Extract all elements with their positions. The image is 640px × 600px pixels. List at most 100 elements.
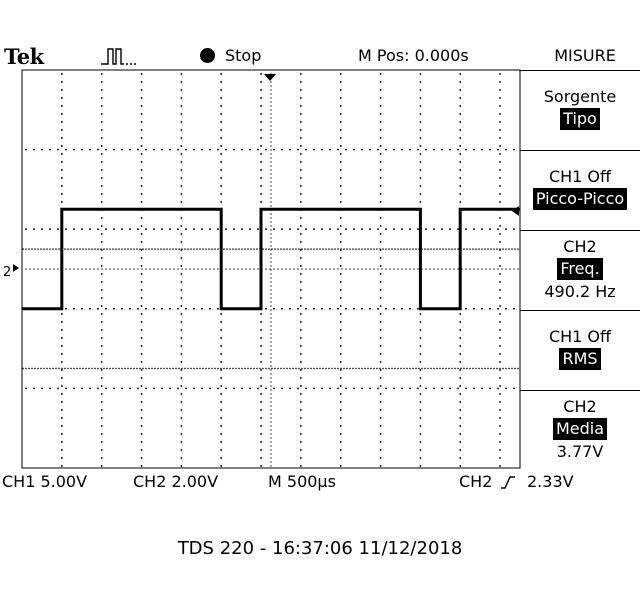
grid-dot xyxy=(140,417,143,419)
grid-dot xyxy=(305,308,307,310)
grid-dot xyxy=(233,387,235,390)
grid-dot xyxy=(505,228,507,230)
reference-level-dot xyxy=(94,367,96,370)
axis-tick xyxy=(329,268,331,270)
grid-dot xyxy=(300,225,302,227)
axis-tick xyxy=(253,268,255,270)
grid-dot xyxy=(140,105,143,107)
reference-level-dot xyxy=(304,367,306,370)
trigger-pulse-icon xyxy=(101,48,138,65)
reference-level-dot xyxy=(103,248,105,250)
grid-dot xyxy=(260,417,262,419)
reference-level-dot xyxy=(193,248,195,250)
grid-dot xyxy=(481,148,483,151)
reference-level-dot xyxy=(481,248,483,250)
grid-dot xyxy=(220,313,222,315)
menu-measure-4[interactable]: CH2 Media 3.77V xyxy=(520,390,640,470)
reference-level-dot xyxy=(229,367,231,370)
reference-level-dot xyxy=(295,248,297,250)
reference-level-dot xyxy=(181,248,183,250)
grid-dot xyxy=(339,177,342,179)
grid-dot xyxy=(100,89,103,91)
grid-dot xyxy=(339,225,342,227)
axis-tick xyxy=(405,268,407,270)
reference-level-dot xyxy=(172,248,174,250)
reference-level-dot xyxy=(445,367,447,370)
reference-level-dot xyxy=(490,367,492,370)
reference-level-dot xyxy=(46,248,48,250)
reference-level-dot xyxy=(265,367,267,370)
menu-measure-2[interactable]: CH2 Freq. 490.2 Hz xyxy=(520,230,640,310)
grid-dot xyxy=(339,401,342,403)
reference-level-dot xyxy=(184,248,186,250)
grid-dot xyxy=(339,449,342,451)
menu-source-type[interactable]: Sorgente Tipo xyxy=(520,70,640,150)
menu-measure-1[interactable]: CH1 Off Picco-Picco xyxy=(520,150,640,230)
grid-dot xyxy=(459,169,462,171)
grid-dot xyxy=(339,121,342,123)
grid-dot xyxy=(260,393,262,395)
grid-dot xyxy=(61,313,63,315)
reference-level-dot xyxy=(385,248,387,250)
grid-dot xyxy=(499,425,501,427)
grid-dot xyxy=(300,281,302,283)
grid-dot xyxy=(419,113,422,115)
grid-dot xyxy=(137,308,139,310)
grid-dot xyxy=(180,177,183,179)
reference-level-dot xyxy=(70,367,72,370)
grid-dot xyxy=(260,345,262,347)
grid-dot xyxy=(300,361,302,363)
grid-dot xyxy=(220,121,222,123)
grid-dot xyxy=(419,457,422,459)
axis-tick xyxy=(473,268,475,270)
grid-dot xyxy=(339,193,342,195)
grid-dot xyxy=(260,369,262,371)
axis-tick xyxy=(165,268,167,270)
grid-dot xyxy=(499,153,501,155)
grid-dot xyxy=(459,121,462,123)
grid-dot xyxy=(459,449,462,451)
grid-dot xyxy=(459,97,462,99)
grid-dot xyxy=(100,465,103,467)
grid-dot xyxy=(401,148,403,151)
reference-level-dot xyxy=(484,248,486,250)
grid-dot xyxy=(489,387,491,390)
grid-dot xyxy=(61,401,63,403)
grid-dot xyxy=(73,148,75,151)
reference-level-dot xyxy=(100,248,102,250)
grid-dot xyxy=(379,297,382,299)
grid-dot xyxy=(260,361,262,363)
axis-tick xyxy=(270,381,272,383)
axis-tick xyxy=(270,345,272,347)
reference-level-dot xyxy=(46,367,48,370)
grid-dot xyxy=(140,169,143,171)
ch2-ground-marker xyxy=(13,264,19,272)
grid-dot xyxy=(220,433,222,435)
reference-level-dot xyxy=(241,367,243,370)
menu-measure-3[interactable]: CH1 Off RMS xyxy=(520,310,640,390)
axis-tick xyxy=(365,268,367,270)
grid-dot xyxy=(220,449,222,451)
grid-dot xyxy=(425,228,427,230)
grid-dot xyxy=(180,217,183,219)
grid-dot xyxy=(313,387,315,390)
reference-level-dot xyxy=(82,248,84,250)
grid-dot xyxy=(97,228,99,230)
grid-dot xyxy=(339,457,342,459)
grid-dot xyxy=(137,387,139,390)
grid-dot xyxy=(339,321,342,323)
axis-tick xyxy=(270,197,272,199)
reference-level-dot xyxy=(253,367,255,370)
grid-dot xyxy=(499,121,501,123)
grid-dot xyxy=(100,113,103,115)
grid-dot xyxy=(481,228,483,230)
rising-edge-icon xyxy=(501,476,515,489)
reference-level-dot xyxy=(256,367,258,370)
grid-dot xyxy=(100,153,103,155)
grid-dot xyxy=(180,137,183,139)
grid-dot xyxy=(61,385,63,387)
axis-tick xyxy=(270,465,272,467)
grid-dot xyxy=(140,249,143,251)
grid-dot xyxy=(49,228,51,230)
grid-dot xyxy=(339,417,342,419)
